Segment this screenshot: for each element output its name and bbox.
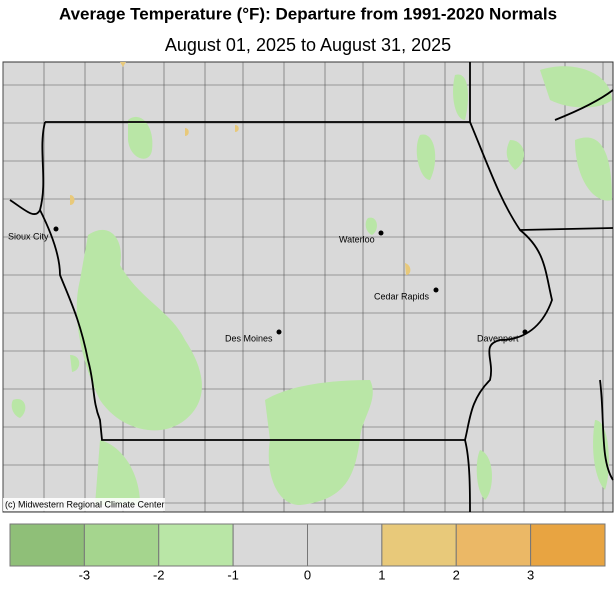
city-label: Sioux City xyxy=(8,231,49,241)
legend-tick-label: 1 xyxy=(378,567,385,582)
legend-tick-label: 3 xyxy=(527,567,534,582)
legend-tick-label: -3 xyxy=(79,567,91,582)
credit: (c) Midwestern Regional Climate Center xyxy=(5,499,165,509)
legend-swatch xyxy=(530,523,606,567)
city-label: Cedar Rapids xyxy=(374,291,430,301)
legend-tick-label: -1 xyxy=(227,567,239,582)
city-label: Waterloo xyxy=(339,234,375,244)
legend-swatch xyxy=(381,523,457,567)
title: Average Temperature (°F): Departure from… xyxy=(59,4,557,23)
legend-swatch xyxy=(232,523,308,567)
city-label: Davenport xyxy=(477,333,519,343)
legend-tick-label: 2 xyxy=(453,567,460,582)
legend-swatch xyxy=(307,523,383,567)
city-label: Des Moines xyxy=(225,333,273,343)
legend-swatch xyxy=(83,523,160,567)
legend-tick-label: -2 xyxy=(153,567,165,582)
map: Sioux City Waterloo Cedar Rapids Des Moi… xyxy=(2,61,614,513)
legend-swatch xyxy=(455,523,532,567)
legend: -3 -2 -1 0 1 2 3 xyxy=(9,523,606,582)
legend-tick-label: 0 xyxy=(304,567,311,582)
subtitle: August 01, 2025 to August 31, 2025 xyxy=(165,35,451,55)
legend-swatch xyxy=(158,523,234,567)
legend-swatch xyxy=(9,523,85,567)
